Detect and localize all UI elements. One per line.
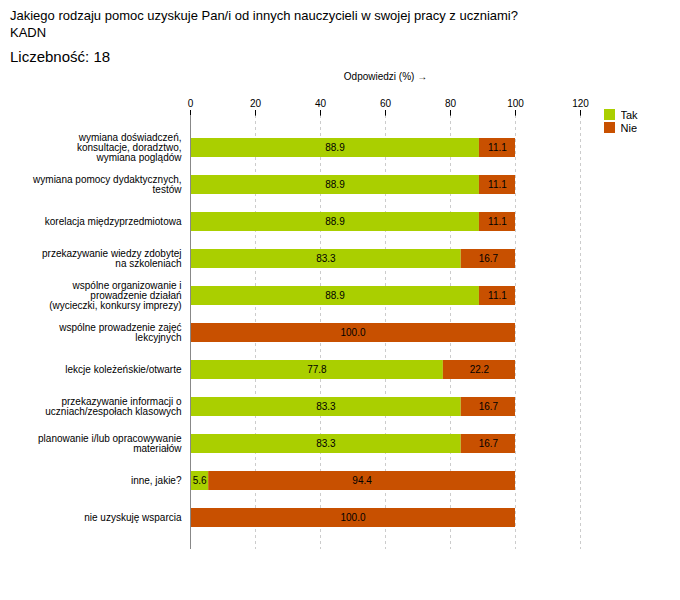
svg-text:wymiana pomocy dydaktycznych,t: wymiana pomocy dydaktycznych,testów [32, 174, 182, 195]
svg-text:nie uzyskuję wsparcia: nie uzyskuję wsparcia [84, 512, 182, 523]
svg-text:88.9: 88.9 [325, 142, 345, 153]
svg-text:11.1: 11.1 [488, 179, 507, 190]
svg-text:0: 0 [188, 97, 194, 108]
html-text:Liczebność: 18: Liczebność: 18 [10, 47, 111, 65]
svg-text:wspólne prowadzenie zajęćlekcy: wspólne prowadzenie zajęćlekcyjnych [58, 322, 181, 343]
svg-text:88.9: 88.9 [325, 216, 345, 227]
svg-text:planowanie i/lub opracowywanie: planowanie i/lub opracowywaniemateriałów [38, 433, 182, 454]
svg-text:korelacja międzyprzedmiotowa: korelacja międzyprzedmiotowa [45, 216, 182, 227]
svg-text:120: 120 [572, 97, 589, 108]
svg-text:83.3: 83.3 [316, 253, 336, 264]
svg-text:94.4: 94.4 [352, 475, 372, 486]
svg-text:wspólne organizowanie iprowadz: wspólne organizowanie iprowadzenie dział… [49, 280, 181, 311]
svg-text:11.1: 11.1 [488, 290, 507, 301]
svg-text:100: 100 [507, 97, 524, 108]
svg-text:20: 20 [250, 97, 262, 108]
svg-text:100.0: 100.0 [340, 327, 365, 338]
svg-text:77.8: 77.8 [307, 364, 327, 375]
svg-text:88.9: 88.9 [325, 290, 345, 301]
html-text:Nie: Nie [620, 121, 637, 134]
svg-text:22.2: 22.2 [470, 364, 490, 375]
svg-text:88.9: 88.9 [325, 179, 345, 190]
svg-text:wymiana doświadczeń,konsultacj: wymiana doświadczeń,konsultacje, doradzt… [77, 132, 182, 163]
svg-text:100.0: 100.0 [340, 512, 365, 523]
html-text:Tak: Tak [620, 108, 638, 121]
svg-text:16.7: 16.7 [479, 438, 499, 449]
svg-text:60: 60 [380, 97, 392, 108]
svg-text:83.3: 83.3 [316, 401, 336, 412]
svg-text:40: 40 [315, 97, 327, 108]
svg-text:lekcje koleżeńskie/otwarte: lekcje koleżeńskie/otwarte [65, 364, 182, 375]
svg-text:11.1: 11.1 [488, 216, 507, 227]
svg-text:przekazywanie informacji ouczn: przekazywanie informacji ouczniach/zespo… [45, 396, 182, 417]
svg-text:przekazywanie wiedzy zdobytejn: przekazywanie wiedzy zdobytejna szkoleni… [42, 248, 182, 269]
svg-text:11.1: 11.1 [488, 142, 507, 153]
html-text:Jakiego rodzaju pomoc uzyskuje: Jakiego rodzaju pomoc uzyskuje Pan/i od … [10, 8, 518, 40]
svg-text:83.3: 83.3 [316, 438, 336, 449]
svg-text:inne, jakie?: inne, jakie? [131, 475, 182, 486]
svg-text:16.7: 16.7 [479, 401, 499, 412]
svg-text:16.7: 16.7 [479, 253, 499, 264]
svg-text:5.6: 5.6 [193, 475, 207, 486]
svg-text:80: 80 [445, 97, 457, 108]
svg-text:Odpowiedzi (%) →: Odpowiedzi (%) → [344, 70, 427, 81]
